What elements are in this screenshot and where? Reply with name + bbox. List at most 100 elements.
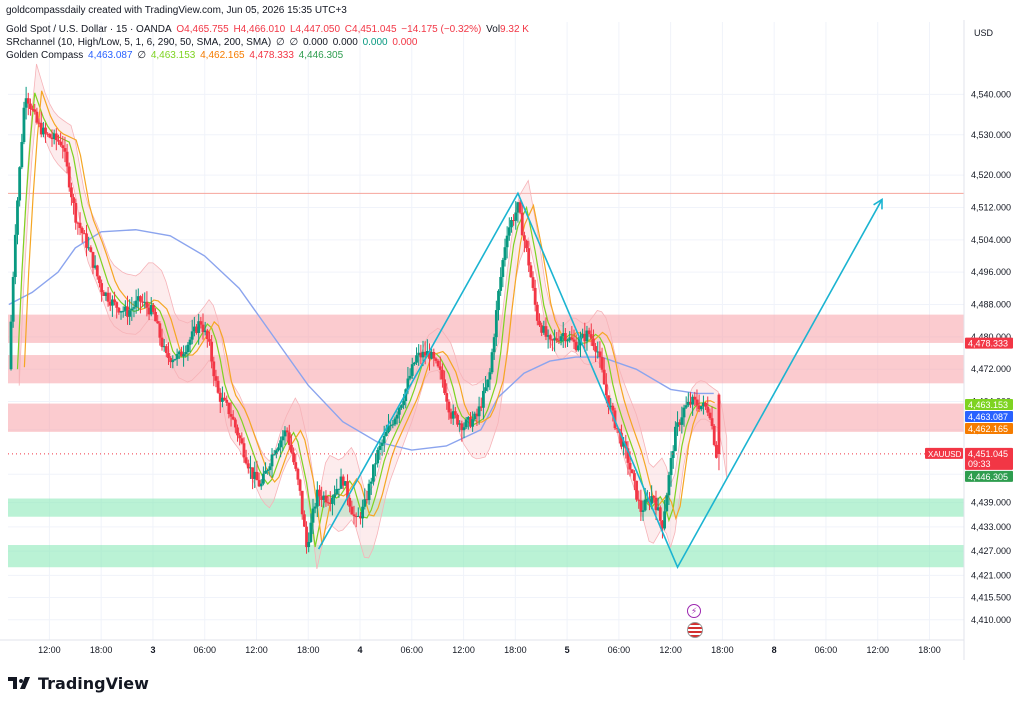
candle-body (372, 464, 375, 482)
price-badge-label: 4,462.165 (968, 424, 1008, 434)
candle-body (57, 140, 60, 142)
candle-body (59, 141, 63, 146)
candle-body (195, 326, 198, 333)
candle-body (348, 497, 352, 507)
candle-body (589, 334, 593, 339)
candle-body (162, 346, 166, 348)
candle-body (184, 351, 188, 355)
candle-body (171, 360, 175, 363)
candle-body (151, 305, 155, 312)
candle-body (376, 449, 380, 464)
candle-body (462, 427, 466, 431)
candle-body (305, 526, 308, 548)
candle-body (331, 497, 334, 504)
candle-body (147, 307, 151, 315)
candle-body (473, 413, 477, 420)
candle-body (307, 541, 311, 548)
candle-body (199, 321, 203, 325)
candle-body (421, 351, 425, 358)
candle-body (570, 337, 574, 340)
candle-body (533, 287, 537, 305)
candle-body (218, 392, 222, 402)
candle-body (555, 338, 559, 341)
candle-body (350, 506, 354, 515)
x-tick-label: 18:00 (297, 645, 320, 655)
candle-body (406, 378, 410, 390)
candle-body (80, 227, 84, 234)
y-tick-label: 4,427.000 (971, 546, 1011, 556)
candle-body (313, 506, 317, 509)
candle-body (227, 402, 231, 415)
x-tick-label: 18:00 (504, 645, 527, 655)
candle-body (11, 277, 15, 322)
candle-body (529, 265, 533, 278)
candle-body (583, 333, 587, 342)
golden-compass-legend[interactable]: Golden Compass 4,463.087 ∅ 4,463.153 4,4… (6, 50, 345, 62)
candle-body (643, 499, 647, 511)
candle-body (20, 142, 24, 168)
candle-body (522, 235, 526, 241)
candle-body (145, 301, 149, 308)
candle-body (615, 428, 619, 430)
candle-body (143, 301, 147, 303)
us-flag-icon[interactable] (687, 622, 703, 638)
candle-body (341, 476, 345, 486)
candle-body (676, 422, 679, 427)
candle-body (132, 307, 136, 309)
ema-slow-line (23, 90, 715, 546)
candle-body (335, 489, 339, 495)
candle-body (149, 305, 153, 315)
candle-body (451, 411, 455, 419)
candle-body (326, 502, 330, 504)
candle-body (548, 335, 552, 340)
candle-body (395, 414, 399, 419)
candle-body (363, 499, 367, 507)
tradingview-logo-icon (8, 675, 34, 691)
srchannel-legend[interactable]: SRchannel (10, High/Low, 5, 1, 6, 290, 5… (6, 37, 419, 49)
candle-body (680, 417, 684, 425)
candle-body (497, 290, 500, 311)
candle-body (52, 133, 56, 140)
lightning-icon[interactable]: ⚡ (687, 604, 701, 618)
candle-body (320, 496, 324, 500)
candle-body (26, 98, 30, 104)
x-tick-label: 12:00 (38, 645, 61, 655)
candle-body (658, 507, 662, 521)
candle-body (367, 483, 371, 501)
candle-body (458, 423, 462, 425)
price-badge (965, 470, 1013, 482)
candle-body (535, 304, 539, 321)
candle-body (484, 387, 487, 391)
candle-body (384, 432, 388, 436)
candle-body (708, 412, 712, 419)
candle-body (333, 494, 336, 498)
y-tick-label: 4,520.000 (971, 170, 1011, 180)
candle-body (154, 311, 157, 322)
price-badge-label: 4,463.087 (968, 412, 1008, 422)
candle-body (324, 495, 328, 503)
candle-body (557, 340, 561, 342)
tradingview-logo[interactable]: TradingView (8, 672, 149, 694)
candle-body (216, 380, 220, 393)
candle-body (221, 397, 224, 402)
candle-body (686, 401, 690, 406)
price-badge (965, 337, 1013, 349)
gc-value-5: 4,478.333 (249, 50, 294, 61)
x-tick-label: 12:00 (659, 645, 682, 655)
srchannel-value-3: 0.000 (302, 37, 328, 48)
candle-body (119, 311, 123, 313)
candle-body (637, 499, 641, 501)
candle-body (563, 333, 567, 342)
candle-body (290, 444, 293, 453)
candle-body (393, 418, 397, 425)
candle-body (415, 355, 418, 363)
candle-body (423, 351, 427, 356)
symbol-legend[interactable]: Gold Spot / U.S. Dollar · 15 · OANDA O4,… (6, 24, 531, 36)
candle-body (274, 450, 278, 455)
candle-body (270, 454, 274, 467)
candle-body (108, 301, 112, 306)
y-tick-label: 4,540.000 (971, 89, 1011, 99)
candle-body (337, 488, 341, 490)
candle-body (499, 276, 503, 291)
